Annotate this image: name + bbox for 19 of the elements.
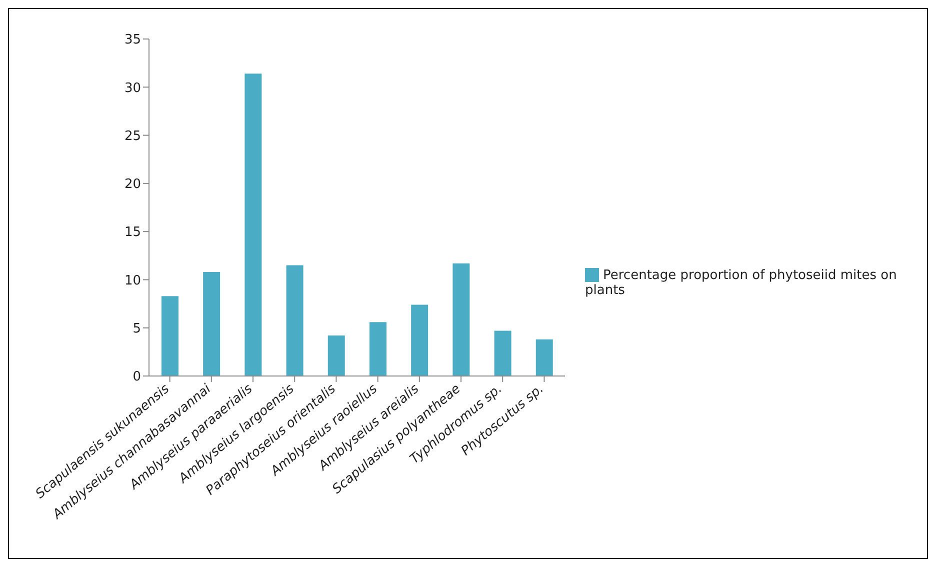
bar [411,304,428,376]
y-tick-label: 35 [124,32,141,48]
bar [203,272,220,376]
legend-label: Percentage proportion of phytoseiid mites on plants [585,268,897,298]
y-tick-label: 20 [124,177,141,192]
bar [536,339,553,376]
bar [161,296,178,376]
bar [244,74,262,376]
bar [494,330,512,376]
bar [452,263,470,376]
y-tick-label: 10 [124,273,141,288]
y-tick-label: 30 [124,80,141,96]
bar [369,322,386,376]
y-tick-label: 15 [124,225,141,240]
y-tick-label: 0 [132,370,141,385]
y-tick-label: 25 [124,128,141,144]
bar [328,336,345,376]
bar [286,265,304,376]
y-tick-label: 5 [132,321,141,336]
